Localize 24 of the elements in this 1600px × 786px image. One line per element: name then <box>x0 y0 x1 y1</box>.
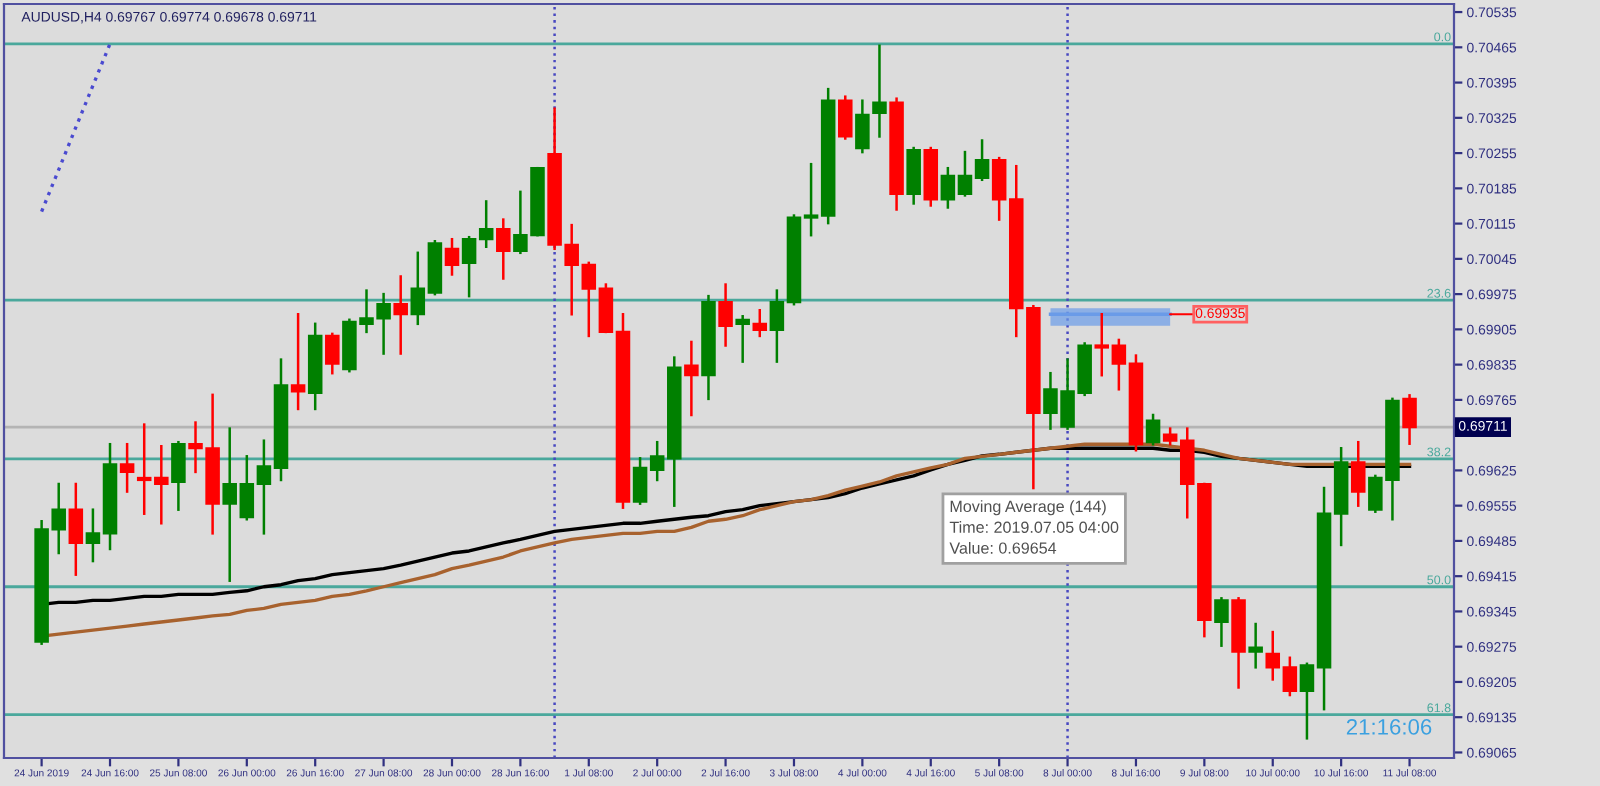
candlestick <box>444 237 460 276</box>
candlestick <box>325 332 340 375</box>
annotation: Moving Average (144) Time: 2019.07.05 04:00 Value: 0.69654 <box>949 500 1119 554</box>
candlestick <box>290 313 306 411</box>
candlestick <box>752 308 768 338</box>
candlestick <box>1214 597 1229 647</box>
candlestick <box>119 442 135 493</box>
candlestick <box>735 315 750 363</box>
candlestick <box>1350 440 1366 507</box>
candlestick <box>393 275 408 355</box>
candlestick <box>872 44 887 138</box>
candlestick <box>1145 413 1161 446</box>
candlestick <box>1402 394 1417 445</box>
line-series <box>39 42 112 214</box>
candlestick <box>496 218 511 280</box>
candlestick <box>906 146 921 205</box>
candlestick <box>718 283 733 347</box>
candlestick <box>855 99 870 154</box>
candlestick <box>838 95 853 140</box>
candlestick <box>1248 622 1263 669</box>
candlestick <box>171 440 186 511</box>
candlestick <box>68 482 84 576</box>
annotation: 21:16:06 <box>1346 719 1432 735</box>
candlestick <box>684 340 699 417</box>
